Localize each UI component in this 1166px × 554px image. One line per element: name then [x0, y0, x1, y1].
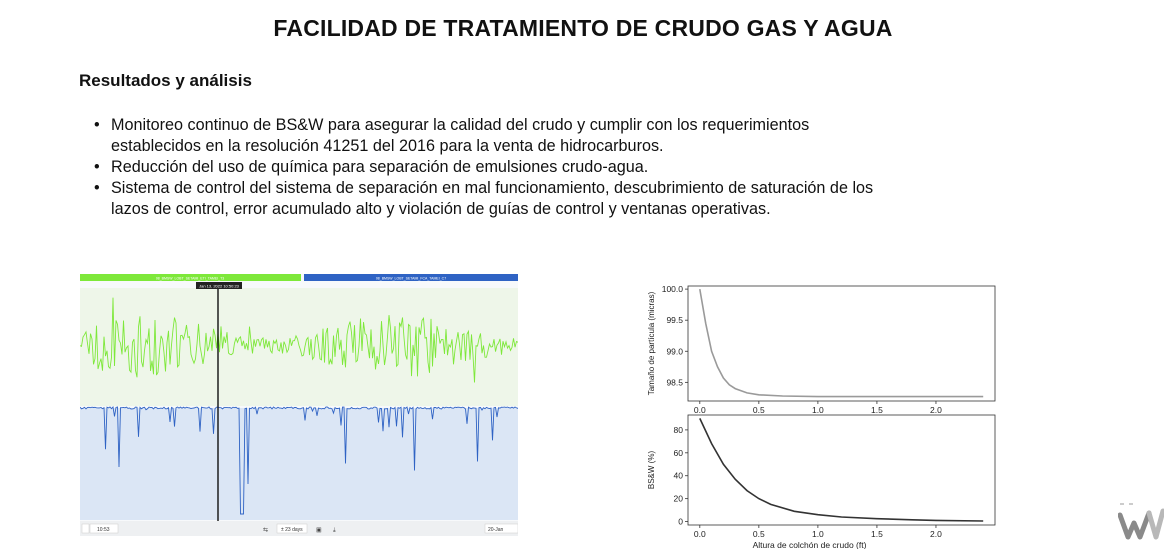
time-cursor-label-bg — [196, 282, 242, 289]
x-tick-label: 1.5 — [871, 529, 883, 539]
x-tick-label: 1.5 — [871, 405, 883, 415]
section-subtitle: Resultados y análisis — [79, 71, 252, 90]
analysis-plots: 0.0 0.5 1.0 1.5 2.0 98.5 99.0 99.5 100.0 Tamaño d… — [640, 276, 1000, 550]
bullet-item: Reducción del uso de química para separa… — [92, 157, 992, 178]
legend-green-label: 08_BMSW_LOBT_SETAMI_ETI_TAMEI_T3 — [156, 277, 224, 281]
x-tick-label: 2.0 — [930, 529, 942, 539]
x-tick-label: 0.0 — [694, 529, 706, 539]
series-line — [699, 288, 984, 398]
x-axis-label: Altura de colchón de crudo (ft) — [753, 540, 867, 549]
blue-trend-series — [80, 405, 518, 515]
time-cursor-label: Jan 13, 2022 10:50:23 — [199, 284, 240, 289]
bullet-line: Sistema de control del sistema de separa… — [111, 179, 874, 197]
company-logo — [1118, 503, 1164, 540]
zoom-icon[interactable]: ⇆ — [263, 527, 268, 534]
particle-size-chart: 0.0 0.5 1.0 1.5 2.0 98.5 99.0 99.5 100.0 Tamaño d… — [647, 284, 996, 415]
bullet-line: Monitoreo continuo de BS&W para asegurar… — [111, 116, 810, 134]
bullet-item: Sistema de control del sistema de separa… — [92, 178, 992, 220]
x-tick-label: 2.0 — [930, 405, 942, 415]
footer-right-label[interactable]: 20-Jan — [488, 527, 504, 533]
trend-screenshot: 08_BMSW_LOBT_SETAMI_ETI_TAMEI_T3 08_BMSW… — [80, 274, 518, 536]
bullet-line: Reducción del uso de química para separa… — [111, 158, 649, 176]
analysis-plots-svg: 0.0 0.5 1.0 1.5 2.0 98.5 99.0 99.5 100.0 Tamaño d… — [640, 276, 1000, 550]
footer-range[interactable]: ± 23 days — [281, 527, 303, 533]
blue-area-band — [80, 408, 518, 520]
series-line — [699, 418, 984, 522]
legend-green-bar — [80, 274, 301, 281]
x-tick-label: 0.5 — [753, 405, 765, 415]
legend-blue-label: 08_BMSW_LOBT_SETAMI_FCA_TAMEI_C7 — [376, 277, 446, 281]
y-axis-label: BS&W (%) — [647, 451, 656, 490]
y-tick-label: 60 — [674, 448, 684, 458]
y-tick-label: 80 — [674, 425, 684, 435]
x-tick-label: 1.0 — [812, 529, 824, 539]
y-tick-label: 40 — [674, 471, 684, 481]
bullet-item: Monitoreo continuo de BS&W para asegurar… — [92, 115, 992, 157]
y-axis-label: Tamaño de partícula (micras) — [647, 291, 656, 395]
plot-frame — [687, 285, 996, 402]
y-tick-label: 20 — [674, 494, 684, 504]
results-bullet-list: Monitoreo continuo de BS&W para asegurar… — [92, 115, 992, 220]
plot-frame — [687, 414, 996, 526]
green-trend-series — [80, 297, 518, 383]
legend-blue-bar — [304, 274, 518, 281]
y-tick-label: 0 — [678, 517, 683, 527]
slide-title: FACILIDAD DE TRATAMIENTO DE CRUDO GAS Y … — [273, 15, 893, 41]
y-tick-label: 99.0 — [666, 346, 683, 356]
trend-chart: 08_BMSW_LOBT_SETAMI_ETI_TAMEI_T3 08_BMSW… — [80, 274, 518, 536]
y-tick-label: 98.5 — [666, 377, 683, 387]
x-tick-label: 0.0 — [694, 405, 706, 415]
footer-time[interactable]: 10:53 — [97, 527, 110, 533]
bullet-line: establecidos en la resolución 41251 del … — [111, 137, 664, 155]
lock-icon[interactable]: ▣ — [316, 528, 322, 534]
download-icon[interactable]: ⤓ — [333, 527, 336, 534]
bullet-line: lazos de control, error acumulado alto y… — [111, 200, 771, 218]
y-tick-label: 99.5 — [666, 315, 683, 325]
y-tick-label: 100.0 — [662, 284, 684, 294]
x-tick-label: 0.5 — [753, 529, 765, 539]
x-tick-label: 1.0 — [812, 405, 824, 415]
bsw-chart: 0.0 0.5 1.0 1.5 2.0 0 20 40 60 80 BS&W (%) Altura d… — [647, 414, 996, 550]
